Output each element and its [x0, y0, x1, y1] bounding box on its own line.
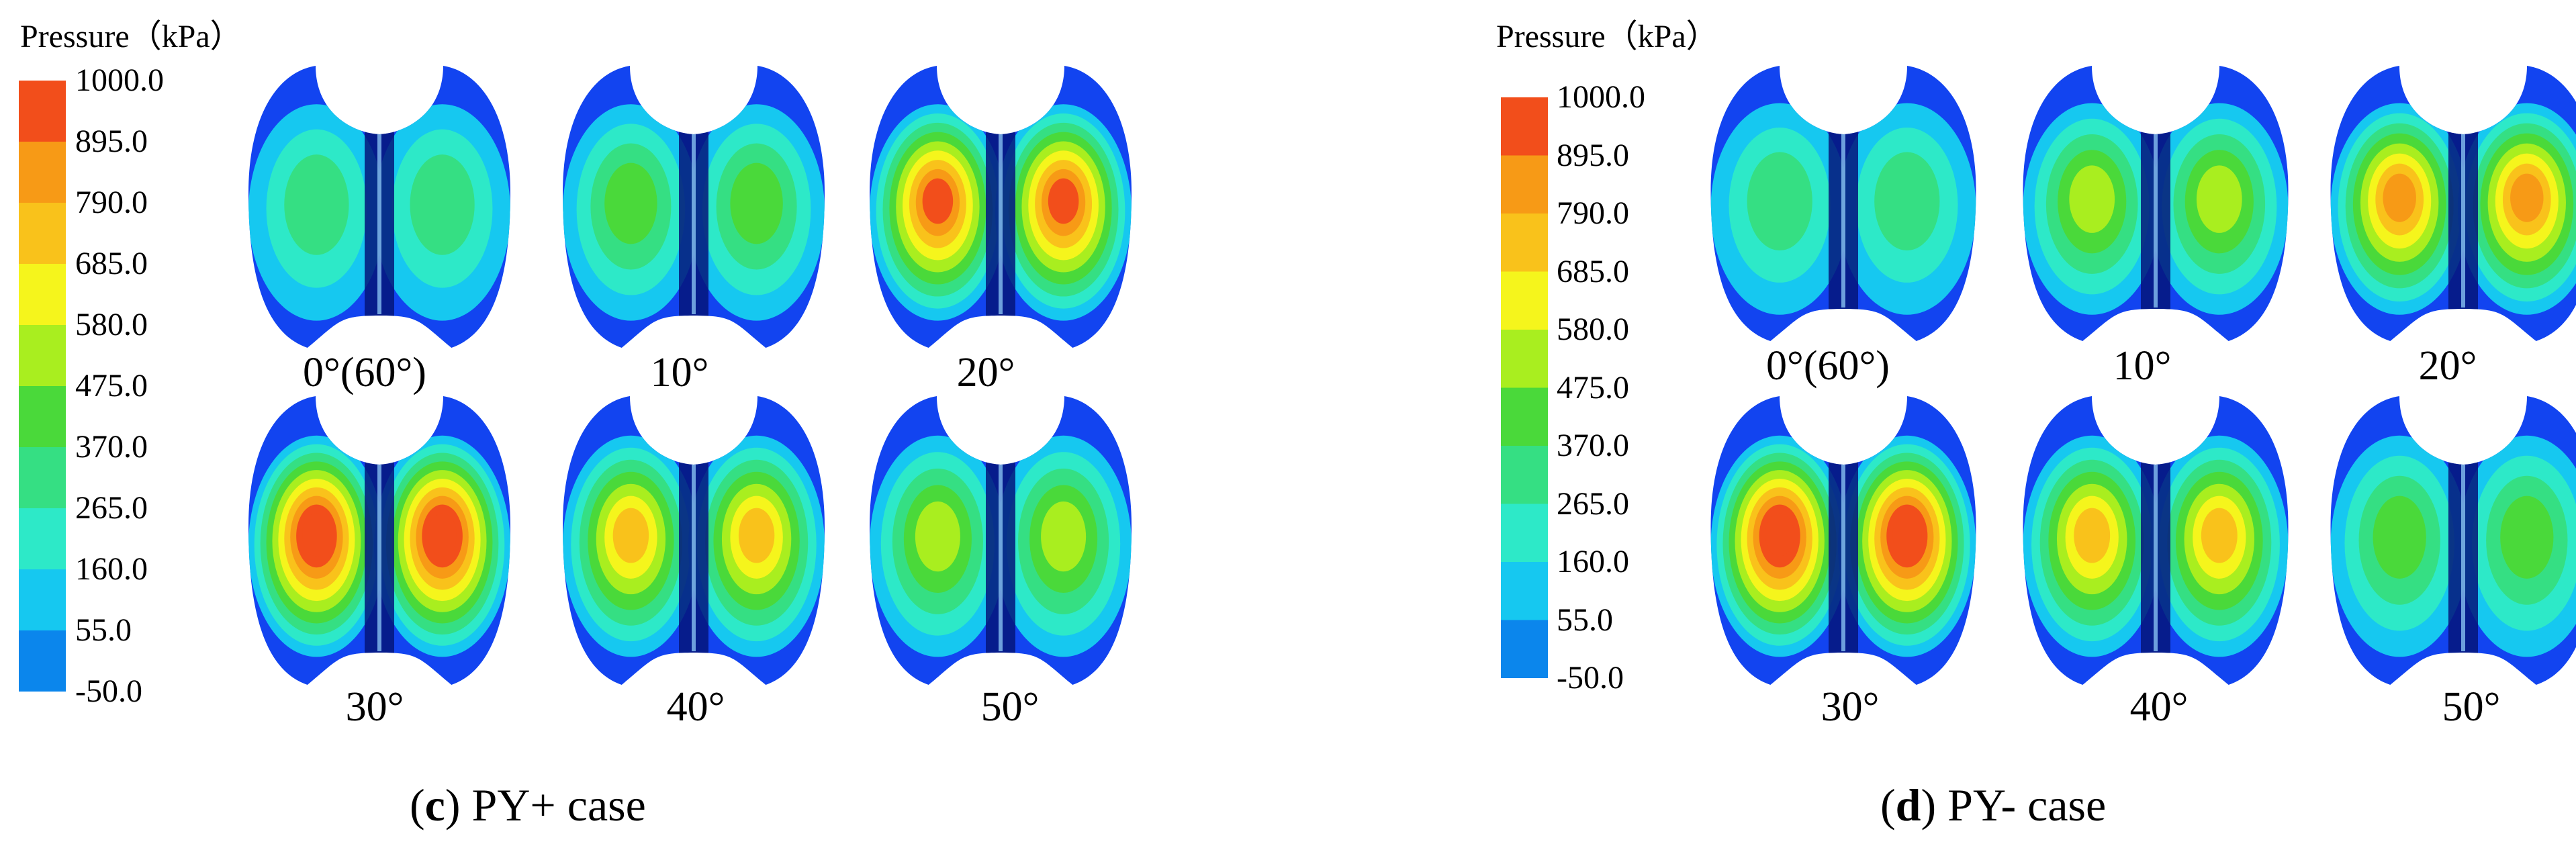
legend-tick-label: 895.0 — [75, 124, 148, 159]
legend-band — [19, 569, 66, 631]
pressure-contour-shape — [2023, 66, 2289, 341]
caption-text: PY+ case — [460, 779, 646, 831]
legend-band — [19, 203, 66, 265]
color-legend-bar — [1501, 97, 1548, 678]
legend-band — [1501, 155, 1548, 214]
legend-band — [19, 142, 66, 203]
legend-band — [19, 508, 66, 570]
legend-band — [1501, 330, 1548, 388]
legend-band — [1501, 387, 1548, 446]
legend-tick-label: -50.0 — [75, 673, 142, 709]
color-legend-bar — [19, 81, 66, 692]
legend-band — [1501, 271, 1548, 330]
legend-tick-label: 580.0 — [1557, 312, 1629, 347]
legend-tick-label: 1000.0 — [1557, 79, 1645, 115]
legend-tick-label: 370.0 — [75, 429, 148, 465]
pressure-contour-shape — [1710, 396, 1976, 685]
angle-label-30: 30° — [345, 684, 404, 730]
legend-band — [1501, 562, 1548, 620]
legend-tick-label: 790.0 — [1557, 195, 1629, 231]
legend-band — [19, 386, 66, 448]
angle-label-50: 50° — [2442, 684, 2501, 730]
legend-title: Pressure（kPa） — [1496, 19, 1718, 54]
caption-d: (d) PY- case — [1880, 779, 2107, 831]
legend-tick-label: 475.0 — [75, 368, 148, 404]
angle-label-50: 50° — [980, 684, 1040, 730]
legend-tick-label: 790.0 — [75, 185, 148, 220]
legend-band — [1501, 504, 1548, 563]
legend-band — [19, 325, 66, 387]
legend-tick-label: 265.0 — [75, 490, 148, 526]
pressure-contour-shape — [1710, 66, 1976, 341]
angle-label-10: 10° — [2113, 343, 2172, 389]
pressure-contour-shape — [248, 66, 510, 348]
legend-tick-label: 160.0 — [75, 551, 148, 587]
legend-tick-label: 895.0 — [1557, 137, 1629, 173]
legend-band — [1501, 620, 1548, 678]
legend-tick-label: 370.0 — [1557, 428, 1629, 463]
pressure-contour-shape — [2330, 396, 2576, 685]
legend-band — [19, 630, 66, 692]
pressure-contour-shape — [563, 66, 825, 348]
legend-band — [19, 264, 66, 326]
angle-label-0: 0°(60°) — [303, 350, 426, 395]
angle-label-10: 10° — [650, 350, 709, 395]
angle-label-20: 20° — [956, 350, 1015, 395]
legend-band — [1501, 214, 1548, 272]
legend-tick-label: 475.0 — [1557, 369, 1629, 406]
legend-band — [19, 81, 66, 142]
angle-label-40: 40° — [666, 684, 725, 730]
angle-label-0: 0°(60°) — [1766, 343, 1890, 389]
legend-title: Pressure（kPa） — [20, 19, 242, 54]
legend-band — [19, 447, 66, 509]
legend-tick-label: 55.0 — [75, 612, 132, 648]
pressure-contour-shape — [248, 396, 510, 685]
legend-tick-label: 55.0 — [1557, 602, 1613, 638]
legend-band — [1501, 97, 1548, 156]
caption-c: (c) PY+ case — [410, 779, 646, 831]
pressure-contour-shape — [870, 66, 1132, 348]
legend-tick-label: 160.0 — [1557, 544, 1629, 579]
angle-label-40: 40° — [2129, 684, 2189, 730]
caption-letter: c — [424, 779, 445, 831]
legend-tick-label: 685.0 — [75, 246, 148, 281]
pressure-contour-shape — [563, 396, 825, 685]
legend-tick-label: 1000.0 — [75, 62, 164, 98]
angle-label-30: 30° — [1821, 684, 1880, 730]
legend-tick-label: 265.0 — [1557, 485, 1629, 522]
legend-band — [1501, 446, 1548, 504]
legend-tick-label: 580.0 — [75, 307, 148, 342]
caption-text: PY- case — [1936, 779, 2107, 831]
caption-letter: d — [1895, 779, 1921, 831]
pressure-contour-shape — [2023, 396, 2289, 685]
legend-tick-label: 685.0 — [1557, 253, 1629, 289]
legend-tick-label: -50.0 — [1557, 660, 1624, 696]
angle-label-20: 20° — [2418, 343, 2477, 389]
pressure-contour-shape — [2330, 66, 2576, 341]
